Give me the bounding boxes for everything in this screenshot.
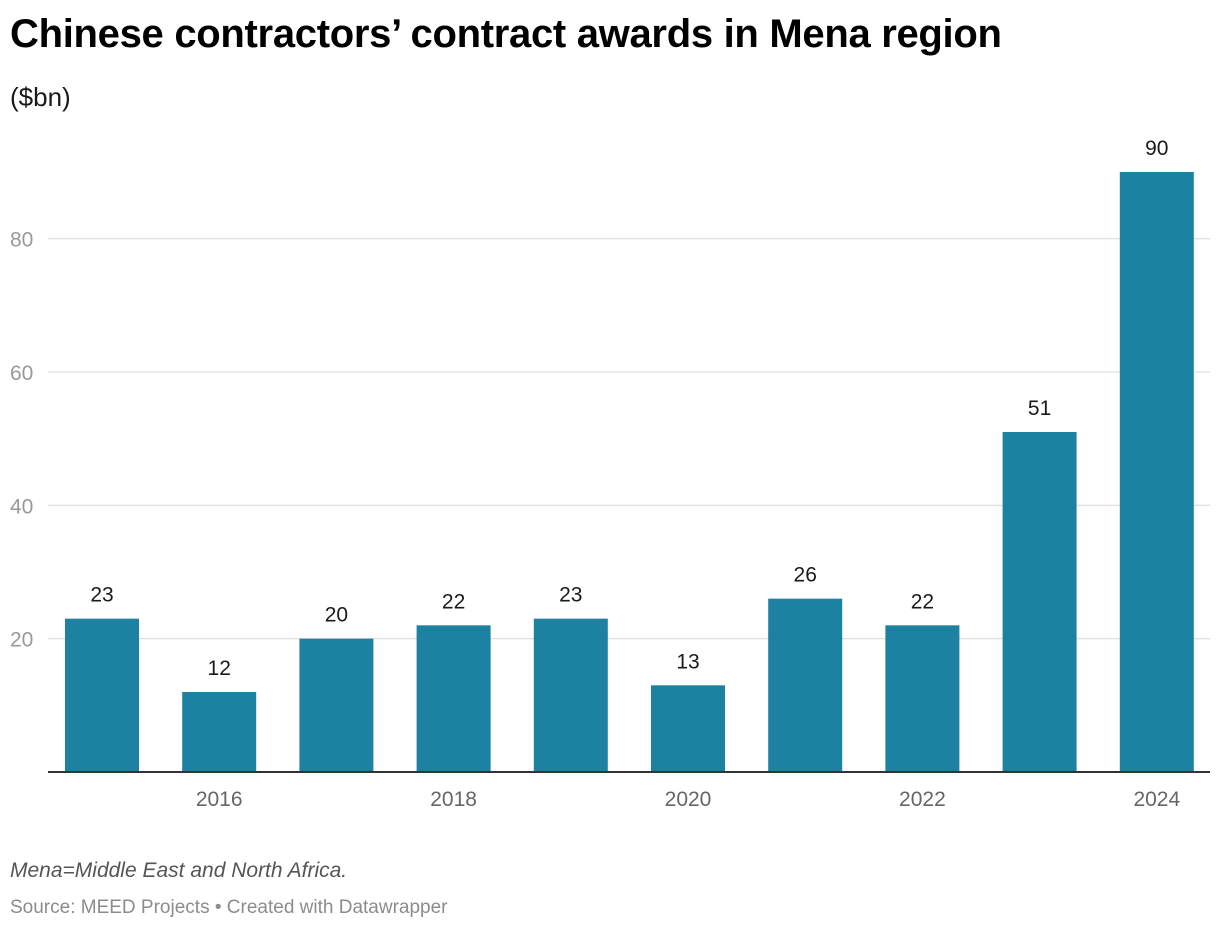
chart-footer: Source: MEED Projects • Created with Dat… <box>10 895 448 921</box>
bar-2024 <box>1119 172 1194 772</box>
bar-2019 <box>533 618 608 772</box>
y-tick-label: 80 <box>10 229 33 252</box>
x-tick-label: 2018 <box>430 788 477 811</box>
bar-2018 <box>416 625 491 772</box>
chart-area: 23 12 20 22 23 13 26 22 51 90 20 40 60 80 2016 2018 202… <box>10 137 1210 811</box>
chart-subtitle: ($bn) <box>10 82 71 112</box>
value-label: 26 <box>794 564 817 587</box>
bar-2020 <box>651 685 725 772</box>
x-tick-label: 2020 <box>665 788 712 811</box>
bar-2023 <box>1002 432 1077 772</box>
bar-2021 <box>768 598 843 772</box>
y-tick-label: 40 <box>10 495 33 518</box>
x-tick-label: 2016 <box>196 788 243 811</box>
bar-2022 <box>885 625 960 772</box>
value-label: 20 <box>325 604 348 627</box>
footer-separator: • <box>214 897 222 918</box>
value-label: 22 <box>442 590 465 613</box>
bar-2017 <box>299 638 374 772</box>
chart-note: Mena=Middle East and North Africa. <box>10 859 348 882</box>
bar-2016 <box>182 692 257 772</box>
y-tick-label: 20 <box>10 629 33 652</box>
x-tick-label: 2024 <box>1133 788 1180 811</box>
value-label: 13 <box>676 650 699 673</box>
x-tick-label: 2022 <box>899 788 946 811</box>
value-label: 23 <box>90 584 113 607</box>
source-text: Source: MEED Projects <box>10 897 210 918</box>
value-label: 12 <box>208 657 231 680</box>
value-label: 90 <box>1145 137 1168 160</box>
bar-2015 <box>65 618 139 772</box>
value-label: 51 <box>1028 397 1051 420</box>
y-tick-label: 60 <box>10 362 33 385</box>
value-labels: 23 12 20 22 23 13 26 22 51 90 <box>90 137 1168 680</box>
value-label: 22 <box>911 590 934 613</box>
bars <box>65 172 1194 772</box>
value-label: 23 <box>559 584 582 607</box>
credit-text: Created with Datawrapper <box>226 897 448 918</box>
chart-title: Chinese contractors’ contract awards in … <box>10 12 1002 56</box>
